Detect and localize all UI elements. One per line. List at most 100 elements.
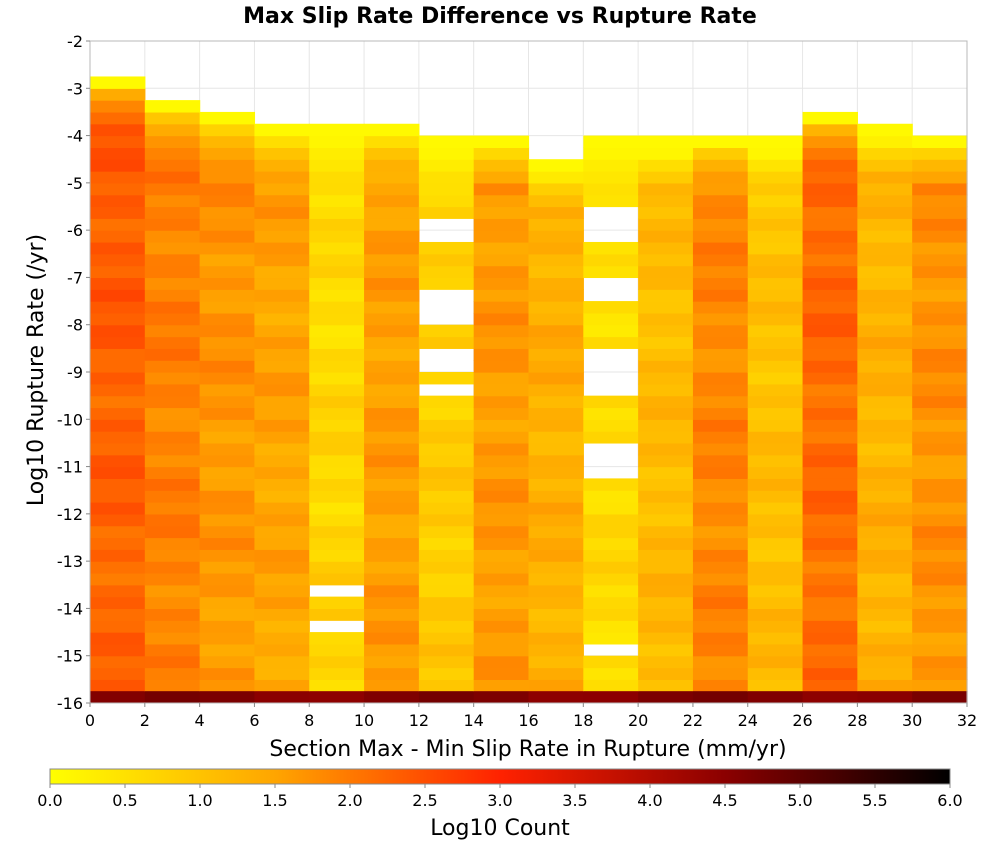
heatmap-cell bbox=[199, 643, 256, 657]
heatmap-cell bbox=[638, 643, 694, 657]
heatmap-cell bbox=[802, 490, 858, 503]
heatmap-cell bbox=[309, 265, 365, 279]
heatmap-cell bbox=[583, 265, 639, 279]
heatmap-cell bbox=[638, 466, 694, 479]
heatmap-cell bbox=[692, 596, 749, 610]
heatmap-cell bbox=[638, 241, 694, 255]
heatmap-cell bbox=[309, 549, 365, 562]
heatmap-cell bbox=[857, 632, 913, 645]
heatmap-cell bbox=[692, 241, 749, 255]
heatmap-cell bbox=[418, 419, 475, 432]
heatmap-cell bbox=[747, 312, 804, 326]
heatmap-cell bbox=[199, 608, 256, 621]
heatmap-cell bbox=[857, 490, 913, 503]
heatmap-cell bbox=[199, 171, 256, 184]
heatmap-cell bbox=[199, 206, 256, 219]
heatmap-cell bbox=[309, 182, 365, 196]
colorbar-tick-label: 6.0 bbox=[937, 791, 962, 810]
heatmap-cell bbox=[528, 466, 584, 479]
heatmap-cell bbox=[199, 218, 256, 231]
heatmap-cell bbox=[364, 490, 420, 503]
heatmap-cell bbox=[583, 407, 639, 420]
heatmap-cell bbox=[199, 561, 256, 574]
heatmap-cell bbox=[912, 620, 968, 633]
heatmap-cell bbox=[912, 206, 968, 219]
heatmap-cell bbox=[199, 312, 256, 326]
heatmap-cell bbox=[802, 312, 858, 326]
heatmap-cell bbox=[912, 537, 968, 550]
heatmap-cell bbox=[90, 336, 146, 349]
x-tick-label: 14 bbox=[464, 711, 484, 730]
heatmap-cell bbox=[418, 324, 475, 338]
heatmap-cell bbox=[583, 159, 639, 172]
heatmap-cell bbox=[199, 454, 256, 468]
heatmap-cell bbox=[638, 454, 694, 468]
heatmap-cell bbox=[144, 312, 201, 326]
heatmap-cell bbox=[912, 655, 968, 669]
heatmap-cell bbox=[473, 620, 530, 633]
heatmap-cell bbox=[144, 253, 201, 267]
heatmap-cell bbox=[747, 561, 804, 574]
heatmap-cell bbox=[528, 265, 584, 279]
heatmap-cell bbox=[309, 691, 365, 703]
colorbar-tick-label: 0.0 bbox=[37, 791, 62, 810]
colorbar-tick-label: 2.5 bbox=[412, 791, 437, 810]
heatmap-cell bbox=[857, 513, 913, 527]
heatmap-cell bbox=[254, 348, 310, 361]
heatmap-cell bbox=[802, 679, 858, 692]
heatmap-cell bbox=[692, 348, 749, 361]
heatmap-cell bbox=[364, 584, 420, 598]
y-tick-label: -12 bbox=[57, 505, 83, 524]
heatmap-cell bbox=[912, 312, 968, 326]
heatmap-cell bbox=[747, 620, 804, 633]
heatmap-cell bbox=[912, 360, 968, 373]
heatmap-cell bbox=[309, 667, 365, 680]
heatmap-cell bbox=[857, 360, 913, 373]
heatmap-cell bbox=[254, 632, 310, 645]
heatmap-cell bbox=[583, 431, 639, 444]
heatmap-cell bbox=[309, 348, 365, 361]
heatmap-cell bbox=[364, 135, 420, 148]
heatmap-cell bbox=[692, 194, 749, 208]
heatmap-cell bbox=[638, 632, 694, 645]
heatmap-cell bbox=[309, 513, 365, 527]
heatmap-cell bbox=[144, 218, 201, 231]
heatmap-cell bbox=[199, 502, 256, 515]
heatmap-cell bbox=[638, 596, 694, 610]
heatmap-cell bbox=[802, 537, 858, 550]
heatmap-cell bbox=[583, 502, 639, 515]
heatmap-cell bbox=[199, 596, 256, 610]
heatmap-cell bbox=[802, 147, 858, 160]
heatmap-cell bbox=[857, 301, 913, 314]
heatmap-cell bbox=[802, 123, 858, 137]
heatmap-cell bbox=[528, 478, 584, 491]
colorbar-tick-label: 5.5 bbox=[862, 791, 887, 810]
heatmap-cell bbox=[144, 123, 201, 137]
heatmap-cell bbox=[638, 395, 694, 409]
heatmap-cell bbox=[144, 159, 201, 172]
heatmap-cell bbox=[144, 561, 201, 574]
heatmap-cell bbox=[802, 289, 858, 302]
x-axis-label: Section Max - Min Slip Rate in Rupture (… bbox=[269, 737, 786, 762]
heatmap-cell bbox=[254, 431, 310, 444]
heatmap-cell bbox=[254, 123, 310, 137]
heatmap-cell bbox=[144, 525, 201, 539]
heatmap-cell bbox=[692, 253, 749, 267]
heatmap-cell bbox=[912, 218, 968, 231]
heatmap-cell bbox=[309, 407, 365, 420]
heatmap-cell bbox=[638, 407, 694, 420]
heatmap-cell bbox=[473, 360, 530, 373]
heatmap-cell bbox=[254, 537, 310, 550]
heatmap-cell bbox=[473, 289, 530, 302]
heatmap-cell bbox=[364, 632, 420, 645]
heatmap-cell bbox=[144, 502, 201, 515]
heatmap-cell bbox=[802, 549, 858, 562]
heatmap-cell bbox=[802, 561, 858, 574]
heatmap-cell bbox=[90, 253, 146, 267]
heatmap-cell bbox=[802, 253, 858, 267]
heatmap-cell bbox=[364, 608, 420, 621]
heatmap-cell bbox=[199, 241, 256, 255]
heatmap-cell bbox=[90, 218, 146, 231]
heatmap-cell bbox=[254, 147, 310, 160]
heatmap-cell bbox=[254, 620, 310, 633]
